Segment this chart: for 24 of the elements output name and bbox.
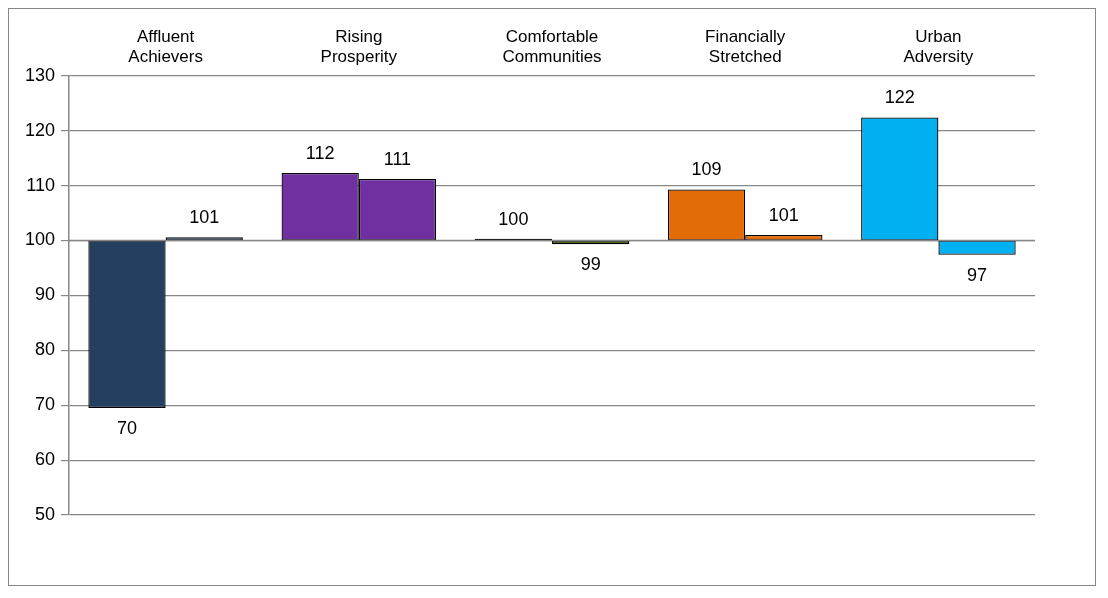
data-label: 101 (768, 204, 799, 225)
y-tick-label: 110 (26, 174, 56, 195)
data-label: 100 (498, 208, 529, 229)
x-tick-label: Affluent Achievers (128, 26, 203, 67)
x-tick-label: Financially Stretched (705, 26, 786, 67)
data-label: 101 (189, 207, 220, 228)
x-tick-label: Rising Prosperity (320, 26, 398, 67)
data-label: 70 (116, 417, 138, 438)
data-label: 97 (967, 264, 988, 285)
data-label: 122 (884, 87, 915, 108)
data-label: 112 (305, 142, 335, 163)
x-tick-label: Urban Adversity (903, 26, 974, 67)
y-tick-label: 50 (35, 503, 56, 524)
y-tick-label: 120 (24, 119, 56, 140)
data-label: 99 (580, 254, 601, 275)
y-tick-label: 60 (35, 449, 56, 470)
data-label: 109 (691, 159, 722, 180)
y-tick-label: 100 (24, 229, 56, 250)
y-tick-label: 80 (35, 339, 56, 360)
y-tick-label: 90 (35, 284, 56, 305)
data-label: 111 (383, 148, 412, 169)
y-tick-label: 70 (35, 394, 56, 415)
y-tick-label: 130 (24, 64, 56, 85)
x-tick-label: Comfortable Communities (502, 26, 602, 67)
